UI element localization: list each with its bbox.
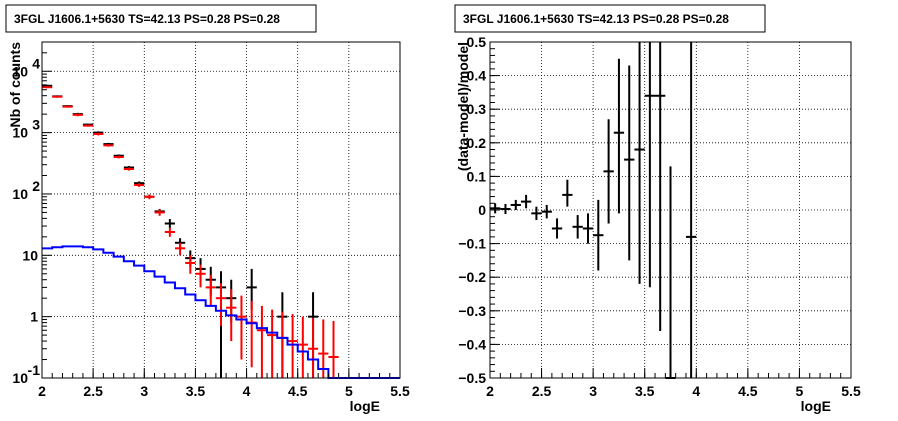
y-tick-label: −0.2 [458,269,486,285]
title-box [5,4,317,33]
y-tick-label: 10 [12,370,28,386]
y-tick-label: 0.4 [467,68,487,84]
x-tick-label: 2 [38,383,46,399]
y-tick-label: 0.3 [467,101,487,117]
x-tick-label: 4.5 [288,383,308,399]
y-tick-exponent: -1 [28,362,41,378]
x-tick-label: 2 [486,383,494,399]
y-tick-label: 10 [12,125,28,141]
x-tick-label: 4 [243,383,251,399]
x-tick-label: 3.5 [186,383,206,399]
y-tick-label: −0.3 [458,303,486,319]
y-tick-label: 1 [30,309,38,325]
x-tick-label: 3 [140,383,148,399]
chart-title: 3FGL J1606.1+5630 TS=42.13 PS=0.28 PS=0.… [463,12,729,26]
x-tick-label: 5.5 [390,383,410,399]
axis-ticks: 2 2.5 3 3.5 4 4.5 5 5.5 −0.5 −0.4 −0.3 −0.2 −0.1 0 0.1… [458,34,861,399]
y-tick-label: 10 [12,186,28,202]
x-tick-label: 5.5 [841,383,861,399]
x-tick-label: 2.5 [83,383,103,399]
y-tick-label: −0.5 [458,370,486,386]
y-tick-label: −0.1 [458,236,486,252]
x-axis-label: logE [350,398,380,414]
y-tick-exponent: 3 [32,117,40,133]
x-tick-label: 3 [589,383,597,399]
x-tick-label: 5 [345,383,353,399]
x-tick-label: 4 [692,383,700,399]
y-tick-label: 0.2 [467,135,487,151]
plot-frame [41,41,401,379]
counts-panel: 3FGL J1606.1+5630 TS=42.13 PS=0.28 PS=0.… [5,4,410,414]
x-tick-label: 2.5 [532,383,552,399]
y-tick-label: 0.1 [467,168,487,184]
y-tick-exponent: 4 [32,55,40,71]
series [42,86,339,378]
title-box [454,4,766,33]
y-axis-label: (data-model)/model [455,42,471,171]
residual-panel: 3FGL J1606.1+5630 TS=42.13 PS=0.28 PS=0.… [454,4,861,414]
y-axis-label: Nb of counts [7,42,23,128]
y-tick-label: −0.4 [458,336,486,352]
x-axis-label: logE [801,398,831,414]
model-step-line [42,245,400,379]
y-tick-label: 10 [12,63,28,79]
plot-marks [490,42,697,379]
x-tick-label: 3.5 [635,383,655,399]
chart-title: 3FGL J1606.1+5630 TS=42.13 PS=0.28 PS=0.… [14,12,280,26]
plot-marks [42,84,400,379]
series [490,42,697,379]
x-tick-label: 4.5 [738,383,758,399]
x-tick-label: 5 [796,383,804,399]
y-tick-label: 0.5 [467,34,487,50]
y-tick-label: 10 [22,247,38,263]
series [42,245,400,379]
y-tick-label: 0 [478,202,486,218]
y-tick-exponent: 2 [32,178,40,194]
